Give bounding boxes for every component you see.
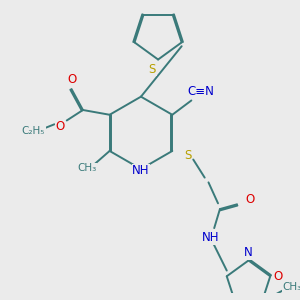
Text: O: O [273, 270, 283, 283]
Text: CH₃: CH₃ [77, 163, 96, 173]
Text: NH: NH [202, 231, 219, 244]
Text: O: O [67, 73, 76, 86]
Text: O: O [246, 193, 255, 206]
Text: C≡N: C≡N [188, 85, 214, 98]
Text: CH₃: CH₃ [283, 282, 300, 292]
Text: O: O [56, 120, 65, 133]
Text: S: S [184, 149, 191, 162]
Text: NH: NH [132, 164, 150, 178]
Text: N: N [244, 246, 253, 260]
Text: S: S [149, 62, 156, 76]
Text: C₂H₅: C₂H₅ [22, 126, 45, 136]
